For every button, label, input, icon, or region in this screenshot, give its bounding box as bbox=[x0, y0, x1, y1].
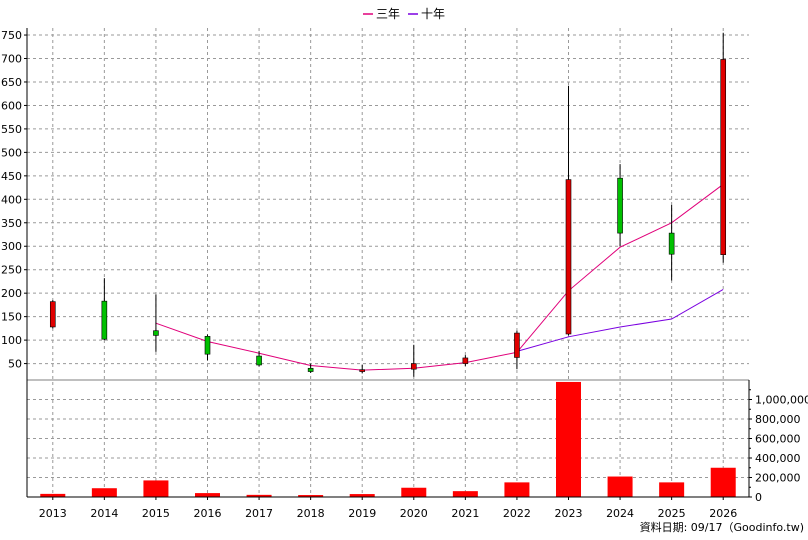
volume-tick-label: 200,000 bbox=[755, 472, 801, 485]
volume-bar bbox=[246, 494, 272, 497]
chart-legend: 三年 十年 bbox=[363, 7, 445, 21]
volume-bar bbox=[401, 487, 427, 497]
x-tick-label: 2015 bbox=[142, 507, 170, 520]
volume-bar bbox=[349, 494, 375, 497]
x-tick-label: 2025 bbox=[658, 507, 686, 520]
price-panel: 50 100 150 200 250 300 350 400 450 500 550 600 650 70… bbox=[1, 28, 749, 497]
candle-body bbox=[565, 179, 572, 335]
price-tick-label: 550 bbox=[1, 123, 22, 136]
price-tick-label: 200 bbox=[1, 287, 22, 300]
price-tick-label: 150 bbox=[1, 311, 22, 324]
x-tick-label: 2020 bbox=[400, 507, 428, 520]
candle-body bbox=[514, 332, 520, 358]
volume-bar bbox=[710, 467, 736, 497]
volume-tick-label: 1,000,000 bbox=[755, 394, 808, 407]
volume-bar bbox=[504, 482, 530, 497]
price-tick-label: 100 bbox=[1, 334, 22, 347]
volume-panel: 0 200,000 400,000 600,000 800,000 1,000,000 bbox=[27, 381, 808, 504]
volume-tick-label: 800,000 bbox=[755, 413, 801, 426]
price-tick-label: 500 bbox=[1, 146, 22, 159]
legend-label-10yr: 十年 bbox=[421, 7, 445, 21]
candle-body bbox=[359, 369, 366, 372]
candle-body bbox=[462, 357, 469, 364]
candle-body bbox=[720, 59, 727, 255]
volume-tick-label: 0 bbox=[755, 491, 762, 504]
volume-tick-label: 600,000 bbox=[755, 433, 801, 446]
x-tick-label: 2016 bbox=[194, 507, 222, 520]
price-tick-label: 600 bbox=[1, 99, 22, 112]
x-tick-label: 2017 bbox=[245, 507, 273, 520]
candle-body bbox=[668, 232, 675, 255]
volume-bar bbox=[40, 493, 66, 497]
x-tick-label: 2021 bbox=[451, 507, 479, 520]
source-date-text: 資料日期: 09/17（Goodinfo.tw) bbox=[640, 520, 804, 534]
volume-bar bbox=[452, 491, 478, 497]
x-tick-label: 2018 bbox=[297, 507, 325, 520]
price-tick-label: 700 bbox=[1, 53, 22, 66]
price-tick-label: 50 bbox=[8, 358, 22, 371]
x-tick-label: 2022 bbox=[503, 507, 531, 520]
series-line bbox=[155, 183, 724, 371]
volume-bar bbox=[659, 482, 685, 497]
x-tick-label: 2014 bbox=[90, 507, 118, 520]
x-axis: 2013 2014 2015 2016 2017 2018 2019 2020 2021 2022… bbox=[26, 28, 750, 520]
price-tick-label: 750 bbox=[1, 29, 22, 42]
volume-bar bbox=[607, 476, 633, 497]
x-tick-label: 2023 bbox=[555, 507, 583, 520]
series-line bbox=[516, 288, 724, 352]
price-tick-label: 400 bbox=[1, 193, 22, 206]
volume-bar bbox=[298, 495, 324, 497]
price-tick-label: 300 bbox=[1, 240, 22, 253]
price-tick-label: 350 bbox=[1, 217, 22, 230]
candle-body bbox=[617, 177, 623, 234]
candle-body bbox=[410, 363, 417, 370]
legend-label-3yr: 三年 bbox=[376, 7, 400, 21]
candle-body bbox=[153, 330, 159, 336]
price-tick-label: 450 bbox=[1, 170, 22, 183]
candle-body bbox=[256, 355, 262, 366]
price-tick-label: 650 bbox=[1, 76, 22, 89]
candle-body bbox=[307, 367, 314, 372]
volume-bar bbox=[91, 488, 117, 497]
volume-bar bbox=[143, 480, 169, 497]
x-tick-label: 2013 bbox=[39, 507, 67, 520]
candle-body bbox=[101, 300, 108, 340]
candle-body bbox=[204, 336, 211, 355]
x-tick-label: 2024 bbox=[606, 507, 634, 520]
x-tick-label: 2019 bbox=[348, 507, 376, 520]
volume-bar bbox=[195, 493, 220, 497]
volume-tick-label: 400,000 bbox=[755, 452, 801, 465]
x-tick-label: 2026 bbox=[709, 507, 737, 520]
volume-bar bbox=[556, 381, 581, 497]
price-tick-label: 250 bbox=[1, 264, 22, 277]
candle-body bbox=[49, 301, 56, 328]
